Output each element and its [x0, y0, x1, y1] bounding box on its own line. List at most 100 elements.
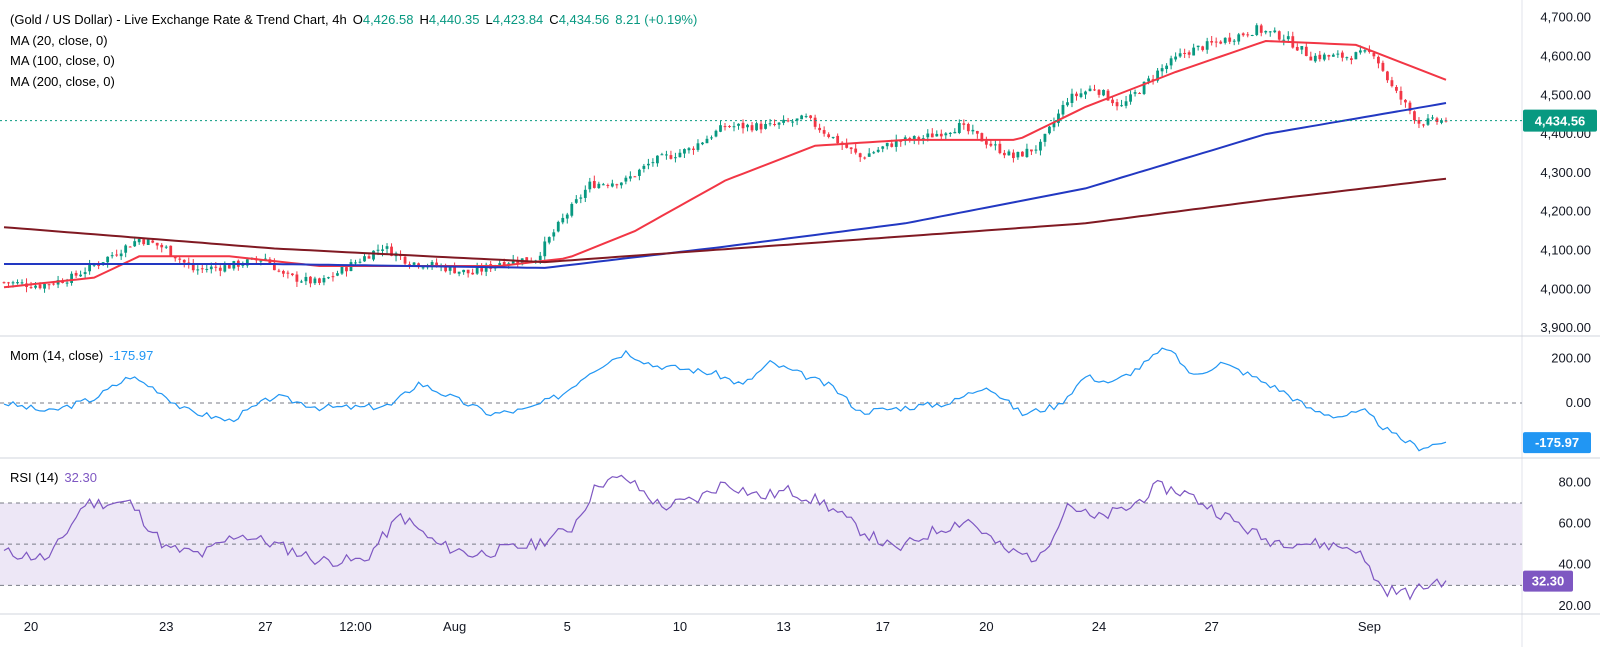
candle-body: [313, 278, 317, 284]
candle-body: [1106, 90, 1110, 101]
price-tick-label: 4,000.00: [1540, 281, 1591, 296]
candle-body: [1138, 93, 1141, 95]
candle-body: [1079, 93, 1083, 97]
time-tick-label: 5: [564, 619, 571, 634]
svg-text:RSI (14)32.30: RSI (14) 32.30: [10, 470, 97, 485]
candle-body: [20, 282, 24, 284]
candle-body: [1160, 68, 1164, 72]
candle-body: [633, 176, 637, 178]
candle-body: [191, 263, 195, 271]
candle-body: [984, 140, 988, 145]
candle-body: [746, 124, 749, 128]
candle-body: [43, 283, 46, 289]
candle-body: [1039, 141, 1042, 151]
candle-body: [1066, 102, 1069, 106]
candle-body: [1129, 94, 1132, 102]
candle-body: [1336, 53, 1340, 55]
candle-body: [29, 287, 33, 289]
candle-body: [1313, 55, 1317, 62]
candle-body: [34, 285, 37, 288]
candle-body: [696, 143, 700, 150]
candle-body: [245, 259, 249, 266]
candle-body: [764, 124, 767, 129]
candle-body: [858, 153, 862, 158]
candle-body: [502, 262, 506, 266]
candle-body: [966, 124, 970, 132]
candle-body: [921, 138, 925, 140]
candle-body: [354, 262, 357, 264]
candle-body: [1115, 102, 1119, 107]
candle-body: [218, 267, 222, 271]
momentum-tick-label: 0.00: [1566, 395, 1591, 410]
candle-body: [83, 272, 87, 275]
candle-body: [47, 284, 51, 286]
candle-body: [92, 264, 96, 266]
candle-body: [1395, 86, 1398, 91]
candle-body: [768, 123, 772, 125]
candle-body: [1147, 78, 1150, 82]
candle-body: [1097, 89, 1101, 95]
candle-body: [1340, 52, 1344, 58]
candle-body: [827, 134, 831, 137]
candle-body: [430, 262, 434, 266]
candle-body: [345, 267, 348, 272]
candle-body: [687, 148, 691, 151]
candle-body: [619, 182, 623, 186]
candle-body: [1223, 37, 1227, 43]
candle-body: [786, 120, 790, 122]
candle-body: [989, 143, 993, 146]
candle-body: [1241, 33, 1245, 36]
candle-body: [926, 133, 930, 138]
svg-text:Mom (14, close)-175.97: Mom (14, close) -175.97: [10, 348, 153, 363]
momentum-pane: [0, 347, 1522, 452]
candle-body: [480, 268, 484, 272]
candle-body: [930, 133, 934, 138]
candle-body: [1345, 57, 1349, 59]
price-tick-label: 4,600.00: [1540, 48, 1591, 63]
candle-body: [1277, 31, 1281, 40]
candle-body: [1021, 151, 1024, 157]
rsi-tick-label: 80.00: [1558, 474, 1591, 489]
candle-body: [939, 133, 943, 137]
candle-body: [561, 217, 565, 223]
candle-body: [38, 284, 42, 289]
candle-body: [890, 143, 894, 147]
candle-body: [606, 185, 610, 187]
candle-body: [367, 256, 371, 259]
candle-body: [169, 245, 173, 256]
candle-body: [1016, 151, 1020, 158]
candle-body: [1120, 105, 1123, 107]
candle-body: [1165, 65, 1169, 70]
candle-body: [241, 264, 245, 266]
candle-body: [912, 136, 916, 141]
candle-body: [944, 133, 948, 136]
candle-body: [223, 265, 227, 272]
candle-body: [281, 271, 285, 274]
momentum-legend: Mom (14, close) -175.97: [10, 348, 153, 363]
candle-body: [1440, 120, 1443, 123]
rsi-label: RSI (14): [10, 470, 58, 485]
candle-body: [1286, 36, 1290, 40]
candle-body: [525, 257, 529, 261]
price-axis: 4,700.004,600.004,500.004,400.004,300.00…: [1540, 10, 1591, 613]
candle-body: [1093, 89, 1096, 91]
rsi-value: 32.30: [64, 470, 97, 485]
price-tick-label: 4,300.00: [1540, 165, 1591, 180]
candle-body: [1142, 81, 1146, 94]
candle-body: [678, 152, 682, 158]
candle-body: [867, 153, 871, 157]
candle-body: [1169, 58, 1173, 66]
candle-body: [372, 250, 375, 260]
candle-body: [836, 135, 840, 144]
svg-text:-175.97: -175.97: [1535, 435, 1579, 450]
svg-text:32.30: 32.30: [1532, 574, 1565, 589]
candle-body: [178, 258, 182, 260]
price-tick-label: 4,200.00: [1540, 204, 1591, 219]
candle-body: [863, 157, 867, 159]
candle-body: [719, 125, 722, 132]
candle-body: [318, 278, 321, 283]
candle-body: [845, 143, 849, 148]
ma200-line: [3, 177, 1447, 264]
candle-body: [899, 140, 903, 142]
